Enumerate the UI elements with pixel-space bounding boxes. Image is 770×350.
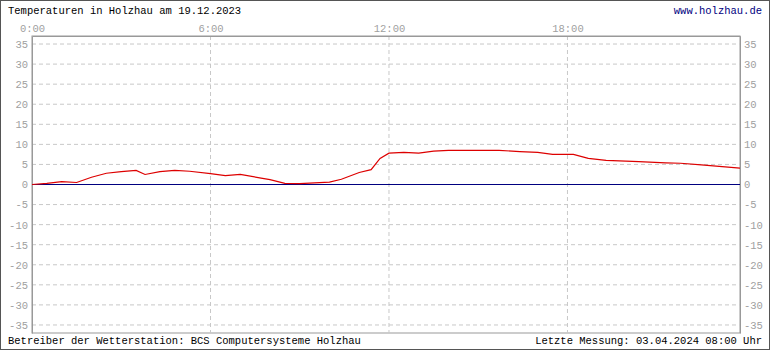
tick-label: 25 — [15, 79, 28, 91]
grid-line — [32, 124, 740, 125]
tick-label: 30 — [15, 59, 28, 71]
tick: 0:00 — [20, 23, 45, 36]
tick-label: 0 — [22, 179, 28, 191]
tick: 20 — [740, 99, 757, 111]
tick: 35 — [740, 39, 757, 51]
tick: 15 — [740, 119, 757, 131]
website: www.holzhau.de — [674, 5, 762, 17]
tick-label: -15 — [744, 240, 763, 252]
tick-label: -25 — [744, 280, 763, 292]
tick: -35 — [9, 320, 32, 332]
tick: 12:00 — [374, 23, 406, 36]
tick-label: -20 — [744, 260, 763, 272]
tick: -20 — [740, 260, 763, 272]
plot-frame — [32, 36, 740, 333]
tick-label: 10 — [15, 139, 28, 151]
footer-operator: Betreiber der Wetterstation: BCS Compute… — [8, 335, 361, 347]
tick-label: 10 — [744, 139, 757, 151]
grid-line — [32, 104, 740, 105]
tick-label: 0 — [744, 179, 750, 191]
tick: -10 — [740, 219, 763, 231]
tick-label: -25 — [9, 280, 28, 292]
axis-line — [33, 36, 741, 37]
tick: -10 — [9, 219, 32, 231]
tick-label: 15 — [744, 119, 757, 131]
grid-line — [32, 264, 740, 265]
tick-label: 20 — [15, 99, 28, 111]
tick: 10 — [15, 139, 32, 151]
grid-line — [32, 204, 740, 205]
grid-line — [32, 304, 740, 305]
grid-line — [32, 64, 740, 65]
tick-label: 5 — [22, 159, 28, 171]
grid-line — [32, 244, 740, 245]
tick-label: 5 — [744, 159, 750, 171]
tick: -30 — [9, 300, 32, 312]
tick-label: 25 — [744, 79, 757, 91]
tick-label: 15 — [15, 119, 28, 131]
tick-label: 35 — [744, 39, 757, 51]
tick-label: -30 — [9, 300, 28, 312]
tick-label: -35 — [744, 320, 763, 332]
grid — [32, 36, 740, 333]
grid-line — [32, 44, 740, 45]
tick-label: 0:00 — [20, 23, 45, 35]
tick: 15 — [15, 119, 32, 131]
tick: 30 — [15, 59, 32, 71]
tick: 30 — [740, 59, 757, 71]
tick: -30 — [740, 300, 763, 312]
footer-last-measurement: Letzte Messung: 03.04.2024 08:00 Uhr — [535, 335, 762, 347]
tick: -25 — [9, 280, 32, 292]
grid-line — [32, 144, 740, 145]
tick: -20 — [9, 260, 32, 272]
tick-label: -10 — [9, 219, 28, 231]
grid-line — [32, 84, 740, 85]
tick: 10 — [740, 139, 757, 151]
tick: 20 — [15, 99, 32, 111]
tick-label: -35 — [9, 320, 28, 332]
tick: 5 — [740, 159, 750, 171]
chart: 0:00 6:00 12:00 18:00 -35 -30 -25 -20 -15 -10 -5 0 5… — [0, 0, 770, 350]
grid-line — [32, 184, 740, 185]
tick-label: -10 — [744, 219, 763, 231]
grid-line — [32, 324, 740, 325]
y-axis-right: -35 -30 -25 -20 -15 -10 -5 0 5 10 15 20 25 30 35 — [740, 37, 763, 334]
grid-line — [32, 164, 740, 165]
tick-label: -15 — [9, 240, 28, 252]
tick-label: 35 — [15, 39, 28, 51]
tick: -5 — [15, 199, 32, 211]
grid-line — [32, 284, 740, 285]
tick: -5 — [740, 199, 757, 211]
grid-line — [32, 224, 740, 225]
tick: 0 — [740, 179, 750, 191]
tick: -35 — [740, 320, 763, 332]
title: Temperaturen in Holzhau am 19.12.2023 — [8, 5, 241, 17]
tick-label: -5 — [15, 199, 28, 211]
plot-area — [32, 150, 740, 184]
tick-label: 6:00 — [198, 23, 223, 35]
tick: 0 — [22, 179, 32, 191]
tick-label: -30 — [744, 300, 763, 312]
tick: 18:00 — [552, 23, 584, 36]
tick-label: -20 — [9, 260, 28, 272]
tick: 25 — [740, 79, 757, 91]
tick: -25 — [740, 280, 763, 292]
tick-label: -5 — [744, 199, 757, 211]
tick: -15 — [9, 240, 32, 252]
tick-label: 20 — [744, 99, 757, 111]
tick: 25 — [15, 79, 32, 91]
x-axis: 0:00 6:00 12:00 18:00 — [20, 23, 741, 37]
tick: 6:00 — [198, 23, 223, 36]
tick-label: 18:00 — [552, 23, 584, 35]
tick: 5 — [22, 159, 32, 171]
line — [32, 184, 740, 185]
outer-frame — [1, 1, 770, 350]
tick: 35 — [15, 39, 32, 51]
tick: -15 — [740, 240, 763, 252]
axis-line — [740, 37, 741, 334]
y-axis-left: -35 -30 -25 -20 -15 -10 -5 0 5 10 15 20 25 30 35 — [9, 37, 32, 334]
tick-label: 30 — [744, 59, 757, 71]
line — [32, 150, 740, 184]
tick-label: 12:00 — [374, 23, 406, 35]
